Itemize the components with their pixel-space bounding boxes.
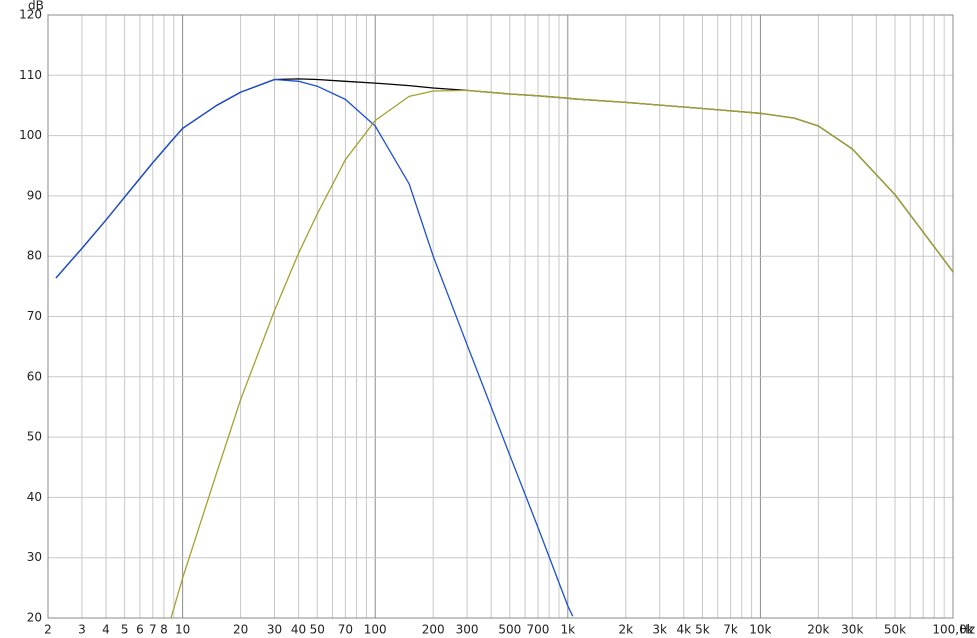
x-tick-label: 3 (78, 623, 86, 637)
x-tick-label: 5k (695, 623, 710, 637)
x-tick-label: 500 (498, 623, 521, 637)
x-tick-label: 50 (310, 623, 325, 637)
x-tick-label: 20k (807, 623, 829, 637)
x-tick-label: 3k (652, 623, 667, 637)
x-tick-label: 100 (364, 623, 387, 637)
x-tick-label: 700 (527, 623, 550, 637)
x-tick-label: 7k (723, 623, 738, 637)
x-tick-label: 30k (841, 623, 863, 637)
series-line (170, 89, 954, 619)
y-tick-label: 90 (27, 188, 42, 202)
x-tick-label: 40 (291, 623, 306, 637)
x-tick-label: 2k (618, 623, 633, 637)
x-tick-label: 300 (456, 623, 479, 637)
y-tick-label: 40 (27, 490, 42, 504)
y-tick-label: 100 (19, 128, 42, 142)
y-tick-label: 60 (27, 369, 42, 383)
x-tick-label: 200 (422, 623, 445, 637)
y-tick-label: 50 (27, 430, 42, 444)
x-tick-label: 6 (136, 623, 144, 637)
y-axis-label: dB (28, 0, 44, 13)
x-tick-label: 4 (102, 623, 110, 637)
x-tick-label: 1k (561, 623, 576, 637)
series-line (55, 78, 574, 617)
y-tick-label: 120 (19, 8, 42, 22)
x-tick-label: 5 (121, 623, 129, 637)
x-tick-label: 7 (149, 623, 157, 637)
x-tick-label: 2 (44, 623, 52, 637)
x-tick-label: 70 (338, 623, 353, 637)
x-tick-label: 10 (175, 623, 190, 637)
x-tick-label: 10k (749, 623, 771, 637)
y-tick-label: 80 (27, 249, 42, 263)
x-tick-label: 4k (676, 623, 691, 637)
y-tick-label: 20 (27, 611, 42, 625)
y-tick-label: 70 (27, 309, 42, 323)
x-tick-label: 50k (884, 623, 906, 637)
x-tick-label: 8 (160, 623, 168, 637)
y-tick-label: 110 (19, 68, 42, 82)
plot-frame (47, 14, 954, 619)
x-tick-label: 30 (267, 623, 282, 637)
y-tick-label: 30 (27, 550, 42, 564)
x-axis-label: Hz (960, 623, 975, 637)
x-tick-label: 20 (233, 623, 248, 637)
x-tick-label: 100,0k (932, 623, 973, 637)
